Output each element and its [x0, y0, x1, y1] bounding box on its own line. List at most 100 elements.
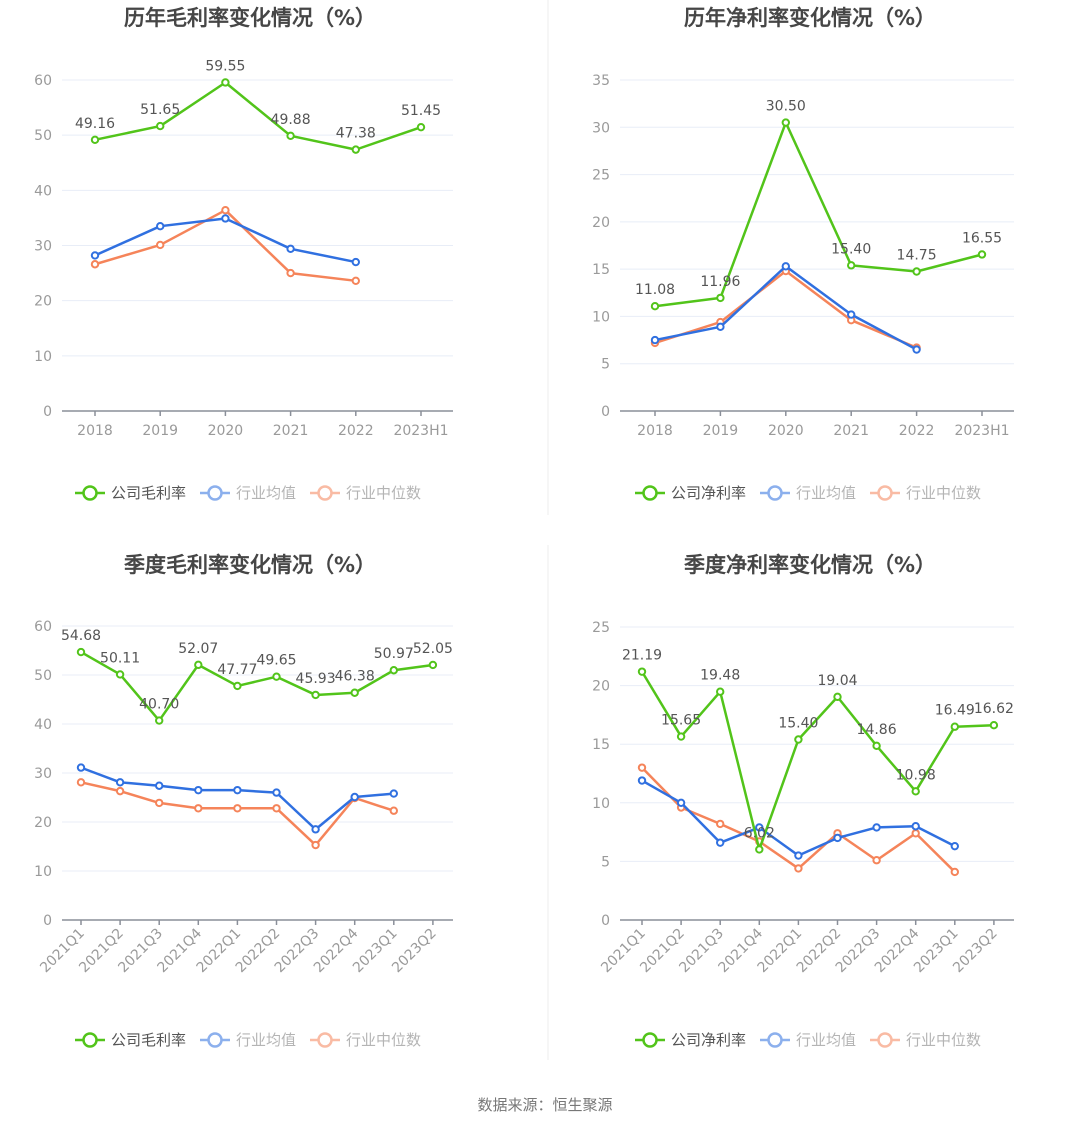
data-point[interactable]	[115, 786, 125, 796]
data-point[interactable]	[794, 735, 803, 744]
data-point[interactable]	[351, 276, 360, 286]
legend-item-industry-avg[interactable]: 行业均值	[200, 484, 296, 502]
data-point[interactable]	[716, 322, 725, 332]
data-point[interactable]	[989, 721, 999, 730]
data-point[interactable]	[650, 302, 660, 311]
data-point[interactable]	[794, 851, 803, 860]
data-point[interactable]	[156, 221, 165, 231]
data-point[interactable]	[233, 681, 242, 691]
data-point[interactable]	[676, 798, 686, 807]
legend-item-industry-avg[interactable]: 行业均值	[200, 1031, 296, 1049]
data-point[interactable]	[872, 856, 881, 865]
data-point[interactable]	[755, 845, 764, 854]
data-point[interactable]	[950, 841, 959, 851]
data-point[interactable]	[872, 741, 881, 751]
data-point[interactable]	[912, 345, 921, 354]
data-point[interactable]	[76, 647, 86, 657]
data-point[interactable]	[351, 257, 360, 267]
data-point[interactable]	[76, 778, 86, 787]
data-point[interactable]	[194, 660, 203, 670]
data-point[interactable]	[650, 335, 660, 345]
legend-item-industry-median[interactable]: 行业中位数	[310, 1031, 421, 1049]
series-line	[654, 121, 983, 308]
data-point[interactable]	[911, 829, 920, 838]
data-point[interactable]	[115, 778, 125, 787]
data-point[interactable]	[311, 825, 320, 834]
data-point[interactable]	[389, 806, 398, 815]
data-point[interactable]	[716, 819, 725, 829]
data-point[interactable]	[233, 804, 242, 813]
data-point[interactable]	[272, 788, 281, 797]
data-point[interactable]	[156, 240, 165, 250]
data-point[interactable]	[155, 716, 164, 725]
data-point[interactable]	[155, 798, 164, 808]
data-point[interactable]	[716, 293, 725, 303]
legend-item-company[interactable]: 公司毛利率	[75, 484, 186, 502]
data-point[interactable]	[286, 131, 295, 141]
legend-item-industry-avg[interactable]: 行业均值	[760, 1031, 856, 1049]
data-point[interactable]	[676, 732, 686, 741]
legend-item-company[interactable]: 公司净利率	[635, 1031, 746, 1049]
data-point[interactable]	[950, 722, 959, 731]
data-point[interactable]	[286, 268, 295, 278]
series-industry-median	[637, 763, 959, 877]
data-point[interactable]	[428, 660, 438, 670]
data-point[interactable]	[637, 763, 647, 772]
data-point[interactable]	[272, 804, 281, 813]
legend-item-industry-median[interactable]: 行业中位数	[870, 484, 981, 502]
series-industry-median	[650, 266, 921, 352]
data-point[interactable]	[311, 690, 320, 700]
data-point[interactable]	[637, 667, 647, 676]
legend-item-company[interactable]: 公司毛利率	[75, 1031, 186, 1049]
data-point[interactable]	[272, 672, 281, 681]
legend: 公司毛利率 行业均值 行业中位数	[75, 1031, 421, 1049]
data-point[interactable]	[194, 785, 203, 795]
data-label: 51.45	[401, 103, 441, 119]
data-point[interactable]	[911, 787, 920, 796]
data-point[interactable]	[115, 670, 125, 679]
data-label: 49.16	[75, 116, 115, 132]
data-point[interactable]	[350, 792, 359, 802]
data-point[interactable]	[194, 804, 203, 813]
data-point[interactable]	[221, 214, 230, 223]
data-point[interactable]	[847, 261, 856, 270]
data-point[interactable]	[872, 823, 881, 832]
data-point[interactable]	[221, 205, 230, 215]
data-point[interactable]	[781, 118, 790, 127]
data-point[interactable]	[833, 692, 842, 702]
data-point[interactable]	[90, 260, 100, 269]
data-point[interactable]	[351, 145, 360, 154]
legend-item-industry-median[interactable]: 行业中位数	[310, 484, 421, 502]
data-point[interactable]	[716, 687, 725, 696]
data-point[interactable]	[637, 776, 647, 785]
data-point[interactable]	[847, 310, 856, 319]
data-point[interactable]	[781, 262, 790, 271]
data-point[interactable]	[311, 840, 320, 850]
legend-item-industry-median[interactable]: 行业中位数	[870, 1031, 981, 1049]
data-point[interactable]	[233, 785, 242, 795]
data-point[interactable]	[416, 122, 426, 132]
data-point[interactable]	[286, 244, 295, 254]
legend-label: 公司净利率	[671, 1031, 746, 1049]
data-point[interactable]	[912, 267, 921, 276]
data-point[interactable]	[755, 823, 764, 832]
data-point[interactable]	[76, 763, 86, 772]
data-point[interactable]	[833, 833, 842, 843]
data-point[interactable]	[911, 822, 920, 831]
legend-label: 行业均值	[796, 1031, 856, 1049]
data-point[interactable]	[977, 250, 987, 259]
data-point[interactable]	[794, 864, 803, 873]
data-label: 19.48	[700, 668, 740, 684]
data-point[interactable]	[950, 867, 959, 877]
data-point[interactable]	[221, 78, 230, 87]
data-point[interactable]	[350, 688, 359, 697]
data-point[interactable]	[389, 789, 398, 798]
data-point[interactable]	[389, 666, 398, 675]
data-point[interactable]	[155, 781, 164, 790]
data-point[interactable]	[90, 251, 100, 260]
legend-item-company[interactable]: 公司净利率	[635, 484, 746, 502]
legend-item-industry-avg[interactable]: 行业均值	[760, 484, 856, 502]
data-point[interactable]	[716, 838, 725, 847]
data-point[interactable]	[90, 135, 100, 145]
data-point[interactable]	[156, 121, 165, 131]
